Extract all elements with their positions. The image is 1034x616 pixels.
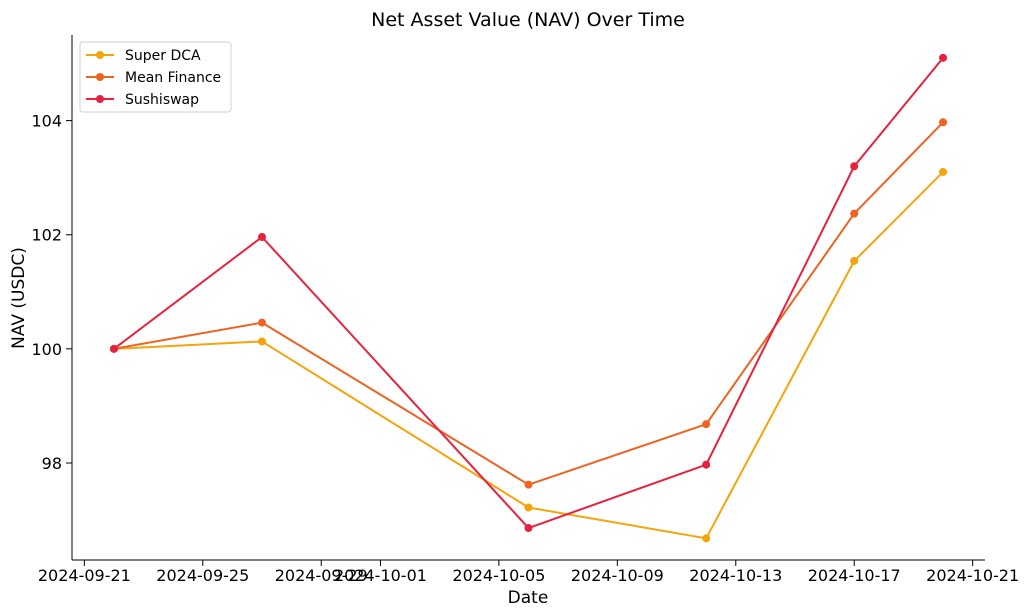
data-point-mean-finance [524,480,533,489]
series-line-sushiswap [113,57,944,530]
y-tick-label: 104 [31,112,62,131]
data-point-super-dca [702,534,711,543]
legend-marker [96,95,104,103]
axes [71,35,985,561]
data-point-sushiswap [258,233,267,242]
x-ticks: 2024-09-21 2024-09-25 2024-09-292024-10-01… [38,560,1019,585]
y-axis-label: NAV (USDC) [9,247,29,349]
data-point-sushiswap [850,162,859,171]
x-axis-label: Date [508,588,549,608]
y-tick-label: 102 [31,226,62,245]
x-tick-label: 2024-09-29 [275,566,368,585]
series-line-super-dca [113,171,944,540]
data-point-mean-finance [939,118,948,127]
data-point-mean-finance [258,318,267,327]
series-sushiswap [109,53,948,533]
data-point-mean-finance [702,420,711,429]
series-layer [109,53,948,543]
x-tick-label: 2024-10-13 [689,566,782,585]
legend-item-sushiswap: Sushiswap [86,92,199,108]
x-tick-label: 2024-10-09 [571,566,664,585]
x-tick-label: 2024-10-01 [334,566,427,585]
x-tick-label: 2024-10-05 [452,566,545,585]
data-point-super-dca [850,256,859,265]
x-tick-label: 2024-09-25 [156,566,249,585]
data-point-sushiswap [702,460,711,469]
legend-item-mean-finance: Mean Finance [86,70,221,86]
y-tick-label: 100 [31,340,62,359]
x-tick-label: 2024-10-17 [808,566,901,585]
legend-marker [96,51,104,59]
data-point-mean-finance [850,209,859,218]
chart-title: Net Asset Value (NAV) Over Time [371,9,685,31]
legend-item-super-dca: Super DCA [86,48,201,64]
series-line-mean-finance [113,121,944,486]
legend-box [79,41,232,113]
legend-marker [96,73,104,81]
data-point-sushiswap [109,344,118,353]
legend-label: Super DCA [125,48,201,64]
x-tick-label: 2024-10-21 [926,566,1019,585]
data-point-super-dca [524,503,533,512]
y-tick-label: 98 [42,454,62,473]
data-point-sushiswap [524,524,533,533]
y-ticks: 98 100 102 104 [31,112,72,473]
legend-label: Sushiswap [125,92,199,108]
x-tick-label: 2024-09-21 [38,566,131,585]
series-mean-finance [109,118,948,489]
data-point-super-dca [258,337,267,346]
data-point-super-dca [939,167,948,176]
legend: Super DCA Mean Finance Sushiswap [79,41,232,113]
legend-label: Mean Finance [125,70,221,86]
data-point-sushiswap [939,53,948,62]
